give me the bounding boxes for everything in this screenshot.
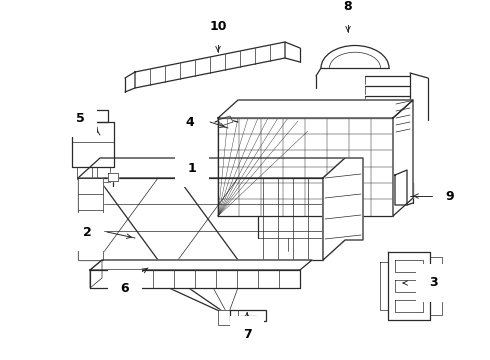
Polygon shape <box>90 260 312 270</box>
Text: 10: 10 <box>209 19 227 32</box>
Text: 9: 9 <box>446 189 454 202</box>
Text: 3: 3 <box>429 276 437 289</box>
Polygon shape <box>395 300 423 312</box>
Text: 8: 8 <box>343 0 352 13</box>
Polygon shape <box>78 158 345 178</box>
Text: 1: 1 <box>188 162 196 175</box>
Polygon shape <box>218 100 413 118</box>
Text: 5: 5 <box>75 112 84 125</box>
Polygon shape <box>380 262 388 310</box>
Polygon shape <box>72 122 114 167</box>
Polygon shape <box>90 260 102 288</box>
Polygon shape <box>108 173 118 181</box>
Polygon shape <box>230 310 266 321</box>
Text: 7: 7 <box>243 328 251 342</box>
Text: 6: 6 <box>121 283 129 296</box>
Polygon shape <box>218 118 393 216</box>
Polygon shape <box>323 158 363 260</box>
Polygon shape <box>78 178 103 260</box>
Polygon shape <box>395 280 423 292</box>
Polygon shape <box>430 257 442 315</box>
Polygon shape <box>218 310 238 325</box>
Polygon shape <box>78 178 323 260</box>
Polygon shape <box>395 260 423 272</box>
Polygon shape <box>393 100 413 216</box>
Polygon shape <box>388 252 430 320</box>
Polygon shape <box>90 270 300 288</box>
Polygon shape <box>135 42 285 88</box>
Polygon shape <box>218 116 233 126</box>
Polygon shape <box>323 158 345 260</box>
Text: 2: 2 <box>83 225 91 238</box>
Polygon shape <box>78 110 108 122</box>
Polygon shape <box>395 170 407 205</box>
Text: 4: 4 <box>186 116 195 129</box>
